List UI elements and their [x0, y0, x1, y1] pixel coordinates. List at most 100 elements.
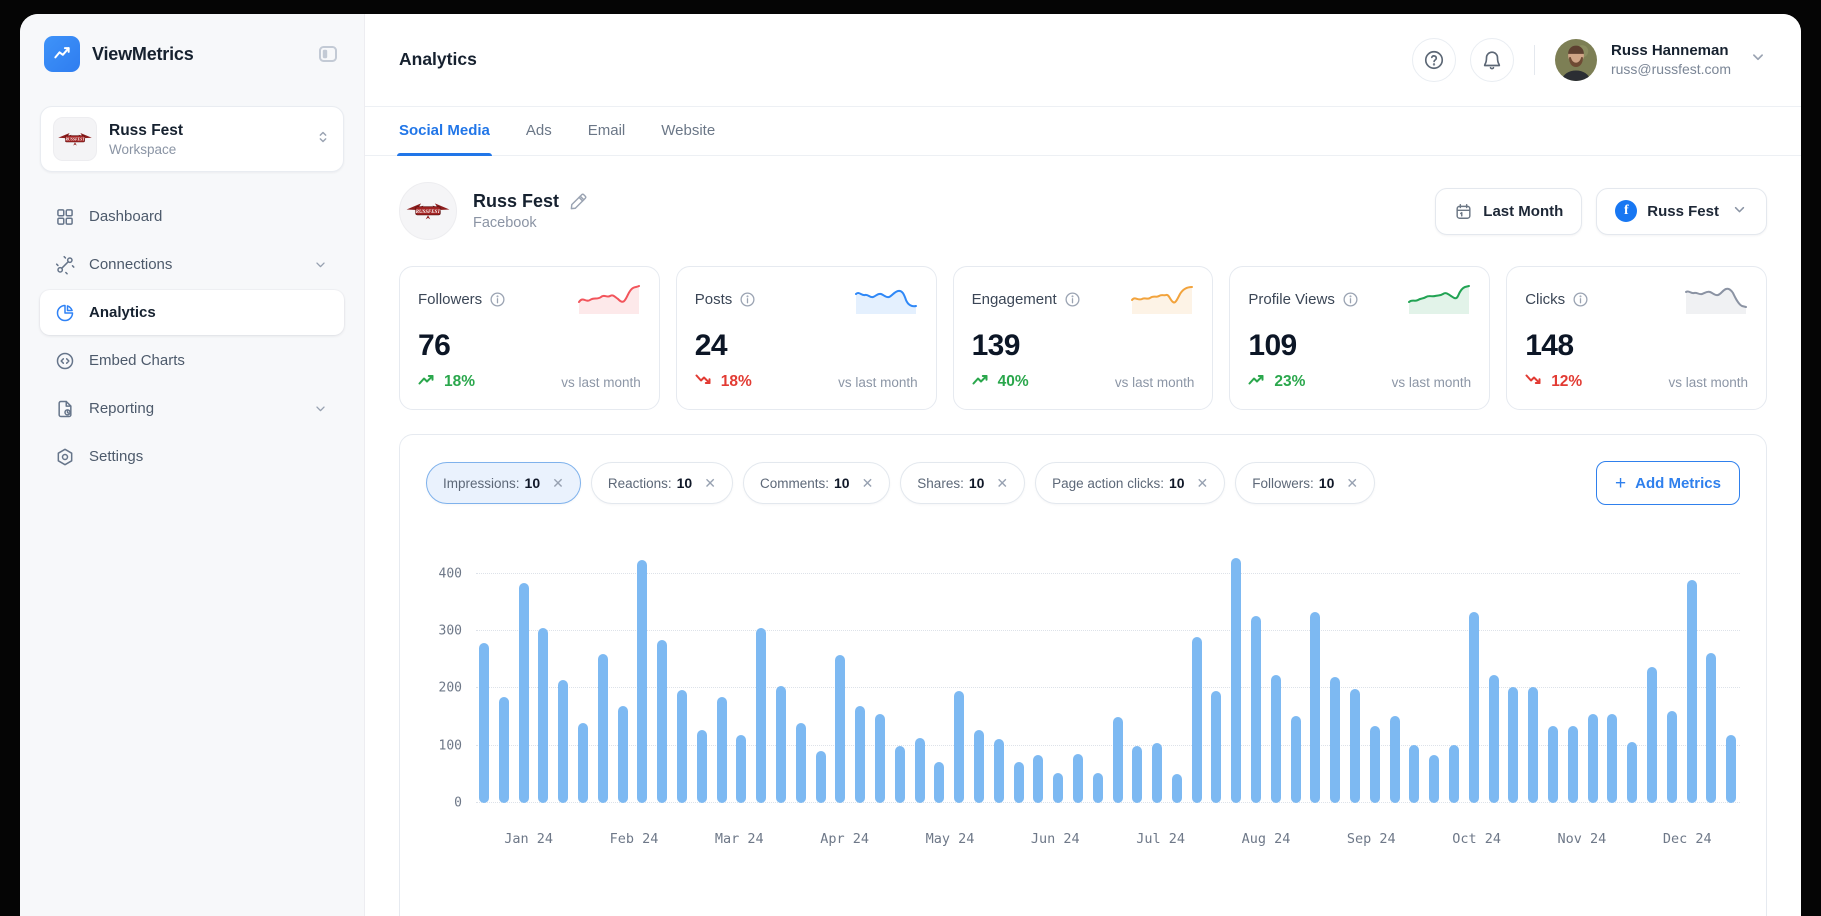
bar	[1251, 615, 1262, 803]
chip-comments[interactable]: Comments: 10 ✕	[742, 462, 891, 504]
metric-value: 24	[694, 329, 728, 362]
trend-down-icon	[695, 373, 715, 391]
sidebar-item-analytics[interactable]: Analytics	[40, 290, 344, 335]
bar	[1350, 689, 1361, 803]
user-avatar[interactable]	[1554, 38, 1597, 81]
chart-plot	[476, 551, 1740, 803]
chip-label: Impressions:	[443, 475, 520, 491]
metric-card-followers: Followers 76 18% vs last month	[399, 266, 660, 410]
sidebar-item-label: Settings	[89, 448, 144, 465]
metric-label: Engagement	[971, 290, 1057, 308]
profile-avatar: RUSSFEST	[399, 182, 457, 240]
sparkline-icon	[854, 289, 917, 314]
sidebar-collapse-icon[interactable]	[316, 42, 340, 66]
svg-text:RUSSFEST: RUSSFEST	[416, 210, 441, 215]
workspace-selector[interactable]: RUSSFEST Russ Fest Workspace	[40, 106, 344, 172]
bar	[479, 642, 489, 803]
profile-name: Russ Fest	[473, 191, 560, 211]
metric-card-profile-views: Profile Views 109 23% vs last month	[1229, 266, 1491, 410]
bar	[597, 654, 608, 803]
metric-value: 139	[971, 329, 1021, 362]
info-icon[interactable]	[489, 291, 506, 308]
help-button[interactable]	[1411, 37, 1456, 82]
bar	[1330, 677, 1341, 803]
account-label: Russ Fest	[1647, 202, 1719, 220]
app-name: ViewMetrics	[92, 43, 194, 64]
bar	[558, 679, 569, 803]
sidebar-item-settings[interactable]: Settings	[40, 434, 344, 479]
profile-row: RUSSFEST Russ Fest Facebook	[399, 182, 1767, 240]
metric-label: Clicks	[1525, 290, 1566, 308]
close-icon[interactable]: ✕	[552, 474, 564, 491]
plug-icon	[55, 255, 75, 275]
gridline	[476, 630, 1740, 632]
bar	[1369, 726, 1380, 803]
bar	[676, 690, 687, 803]
info-icon[interactable]	[739, 291, 756, 308]
sidebar-item-dashboard[interactable]: Dashboard	[40, 194, 344, 239]
chip-followers[interactable]: Followers: 10 ✕	[1235, 462, 1376, 504]
user-name: Russ Hanneman	[1610, 42, 1729, 60]
metric-change: 18%	[695, 373, 752, 391]
notifications-button[interactable]	[1469, 37, 1514, 82]
metric-value: 76	[418, 329, 451, 362]
close-icon[interactable]: ✕	[996, 474, 1009, 491]
vs-last-month-label: vs last month	[1114, 374, 1195, 390]
sidebar-item-label: Dashboard	[89, 208, 163, 225]
chip-shares[interactable]: Shares: 10 ✕	[900, 462, 1026, 504]
chip-page-action-clicks[interactable]: Page action clicks: 10 ✕	[1035, 462, 1226, 504]
x-axis-tick-label: May 24	[925, 831, 975, 847]
x-axis-tick-label: Aug 24	[1241, 831, 1291, 847]
tab-email[interactable]: Email	[587, 122, 626, 140]
edit-profile-icon[interactable]	[569, 192, 588, 211]
x-axis-tick-label: Feb 24	[609, 831, 659, 847]
tab-ads[interactable]: Ads	[525, 122, 552, 140]
trend-up-icon	[418, 373, 438, 391]
chip-label: Reactions:	[607, 475, 672, 491]
close-icon[interactable]: ✕	[704, 474, 716, 491]
x-axis-tick-label: Dec 24	[1662, 831, 1712, 847]
sidebar-item-reporting[interactable]: Reporting	[40, 386, 344, 431]
date-range-button[interactable]: Last Month	[1435, 187, 1583, 235]
close-icon[interactable]: ✕	[1196, 474, 1209, 491]
info-icon[interactable]	[1342, 291, 1359, 308]
tab-website[interactable]: Website	[661, 122, 716, 140]
bar	[538, 628, 549, 803]
chart-bars	[476, 551, 1740, 803]
user-menu-chevron-icon[interactable]	[1749, 48, 1767, 71]
chip-reactions[interactable]: Reactions: 10 ✕	[590, 462, 733, 504]
sparkline-icon	[1684, 287, 1747, 314]
bar	[1528, 687, 1539, 803]
bar	[617, 705, 628, 803]
chip-value: 10	[1168, 475, 1185, 491]
bar	[1270, 675, 1281, 803]
bar	[1468, 612, 1479, 803]
close-icon[interactable]: ✕	[1346, 474, 1359, 491]
chip-impressions[interactable]: Impressions: 10 ✕	[426, 462, 581, 504]
bar	[855, 705, 866, 803]
trend-down-icon	[1525, 373, 1545, 391]
info-icon[interactable]	[1064, 291, 1081, 308]
tab-social-media[interactable]: Social Media	[397, 107, 492, 157]
bar	[1290, 715, 1301, 803]
gridline	[476, 744, 1740, 746]
y-axis-tick-label: 400	[438, 566, 462, 582]
workspace-unfold-icon[interactable]	[315, 129, 331, 150]
sidebar-item-connections[interactable]: Connections	[40, 242, 344, 287]
bar	[1647, 666, 1658, 803]
bar	[1409, 745, 1420, 803]
bar	[894, 745, 905, 803]
add-metrics-button[interactable]: + Add Metrics	[1596, 461, 1740, 505]
bar-chart: 0 100 200 300 400	[426, 551, 1740, 811]
profile-platform: Facebook	[473, 215, 537, 231]
close-icon[interactable]: ✕	[861, 474, 874, 491]
bar	[1607, 714, 1618, 803]
bar	[1449, 745, 1460, 803]
account-selector-button[interactable]: f Russ Fest	[1596, 187, 1767, 235]
sidebar-item-embed-charts[interactable]: Embed Charts	[40, 338, 344, 383]
app-logo-icon	[44, 36, 80, 72]
chip-label: Shares:	[917, 475, 964, 491]
info-icon[interactable]	[1572, 291, 1589, 308]
x-axis-tick-label: Jan 24	[504, 831, 554, 847]
bar	[1310, 612, 1321, 803]
